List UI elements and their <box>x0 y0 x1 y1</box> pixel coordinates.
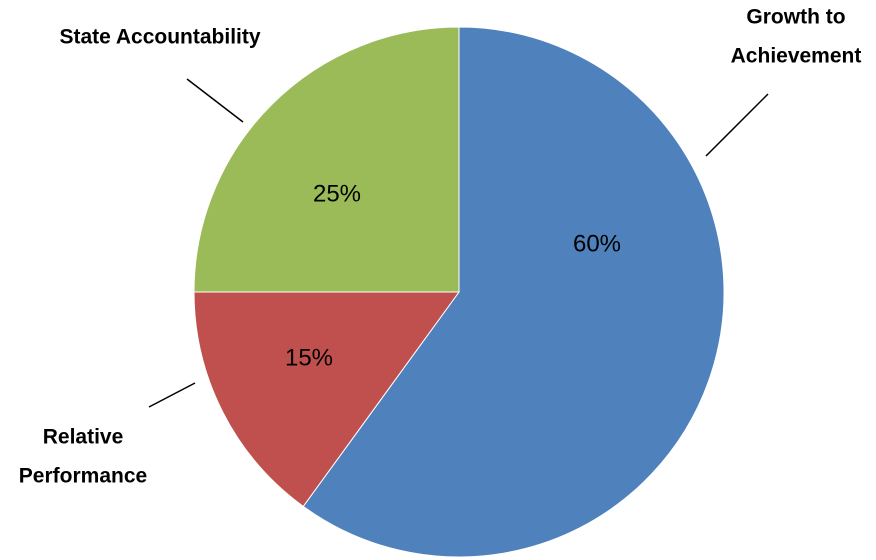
value-label-state-accountability: 25% <box>313 180 361 207</box>
slice-value-labels: 60% 15% 25% <box>285 180 621 371</box>
pie-slice-growth-to-achievement <box>302 26 725 558</box>
leader-lines <box>148 78 769 408</box>
category-labels: Growth to Achievement Relative Performance S… <box>19 6 862 488</box>
pie-slice-state-accountability <box>193 26 460 293</box>
category-label-relative-performance: Relative Performance <box>19 426 147 488</box>
leader-line-relative-performance <box>148 382 196 408</box>
pie-slices <box>193 26 725 558</box>
pie-slice-relative-performance <box>193 291 460 508</box>
category-label-line: Growth to <box>746 6 845 29</box>
value-label-growth-to-achievement: 60% <box>573 230 621 257</box>
leader-line-growth-to-achievement <box>705 93 769 157</box>
category-label-line: Achievement <box>731 45 862 68</box>
category-label-growth-to-achievement: Growth to Achievement <box>731 6 862 68</box>
leader-line-state-accountability <box>186 78 244 123</box>
value-label-relative-performance: 15% <box>285 344 333 371</box>
category-label-state-accountability: State Accountability <box>59 26 260 49</box>
category-label-line: Performance <box>19 465 147 488</box>
category-label-line: Relative <box>43 426 124 449</box>
category-label-line: State Accountability <box>59 26 260 49</box>
